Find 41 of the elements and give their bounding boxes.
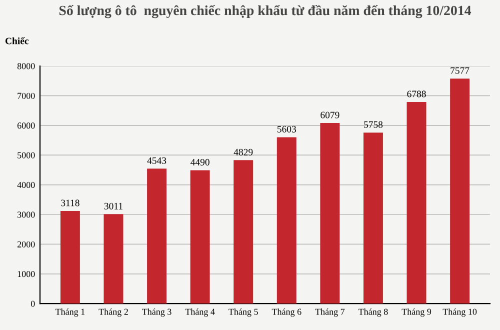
- y-tick-label: 8000: [17, 63, 35, 70]
- x-tick-label: Tháng 1: [55, 308, 85, 317]
- bar: [450, 78, 470, 304]
- data-label: 5603: [277, 126, 296, 132]
- x-tick-label: Tháng 9: [402, 308, 432, 317]
- data-label: 6788: [407, 90, 426, 98]
- x-tick-label: Tháng 3: [142, 308, 172, 317]
- x-tick-label: Tháng 10: [442, 308, 477, 317]
- y-axis-title: Chiếc: [5, 37, 29, 44]
- data-label: 5758: [364, 121, 383, 128]
- y-tick-label: 6000: [17, 122, 35, 129]
- x-tick-label: Tháng 7: [315, 308, 345, 317]
- x-tick-label: Tháng 4: [185, 308, 215, 317]
- bar: [104, 214, 124, 304]
- bar: [190, 170, 210, 304]
- data-label: 3118: [61, 200, 80, 206]
- data-label: 3011: [104, 202, 122, 210]
- bar: [320, 123, 340, 304]
- x-tick-label: Tháng 8: [358, 308, 388, 317]
- bar: [60, 210, 80, 304]
- bar: [234, 160, 254, 304]
- data-label: 4490: [190, 158, 210, 166]
- bar: [363, 132, 383, 304]
- y-tick-label: 5000: [18, 152, 35, 158]
- data-label: 7577: [450, 67, 470, 74]
- x-tick-label: Tháng 6: [272, 308, 302, 317]
- x-tick-label: Tháng 2: [98, 308, 128, 317]
- data-label: 4543: [147, 157, 166, 164]
- y-tick-label: 0: [30, 300, 35, 307]
- x-tick-label: Tháng 5: [228, 308, 258, 317]
- bar: [406, 102, 426, 304]
- chart-title: Số lượng ô tô nguyên chiếc nhập khẩu từ đầu năm đến tháng 10/2014: [59, 4, 472, 18]
- y-tick-label: 4000: [17, 182, 35, 188]
- y-tick-label: 7000: [18, 92, 35, 99]
- bar: [276, 137, 296, 304]
- y-tick-label: 2000: [17, 241, 35, 248]
- y-tick-label: 3000: [18, 212, 35, 218]
- bar: [147, 168, 167, 304]
- data-label: 6079: [320, 112, 340, 118]
- y-tick-label: 1000: [18, 271, 35, 278]
- data-label: 4829: [234, 148, 253, 156]
